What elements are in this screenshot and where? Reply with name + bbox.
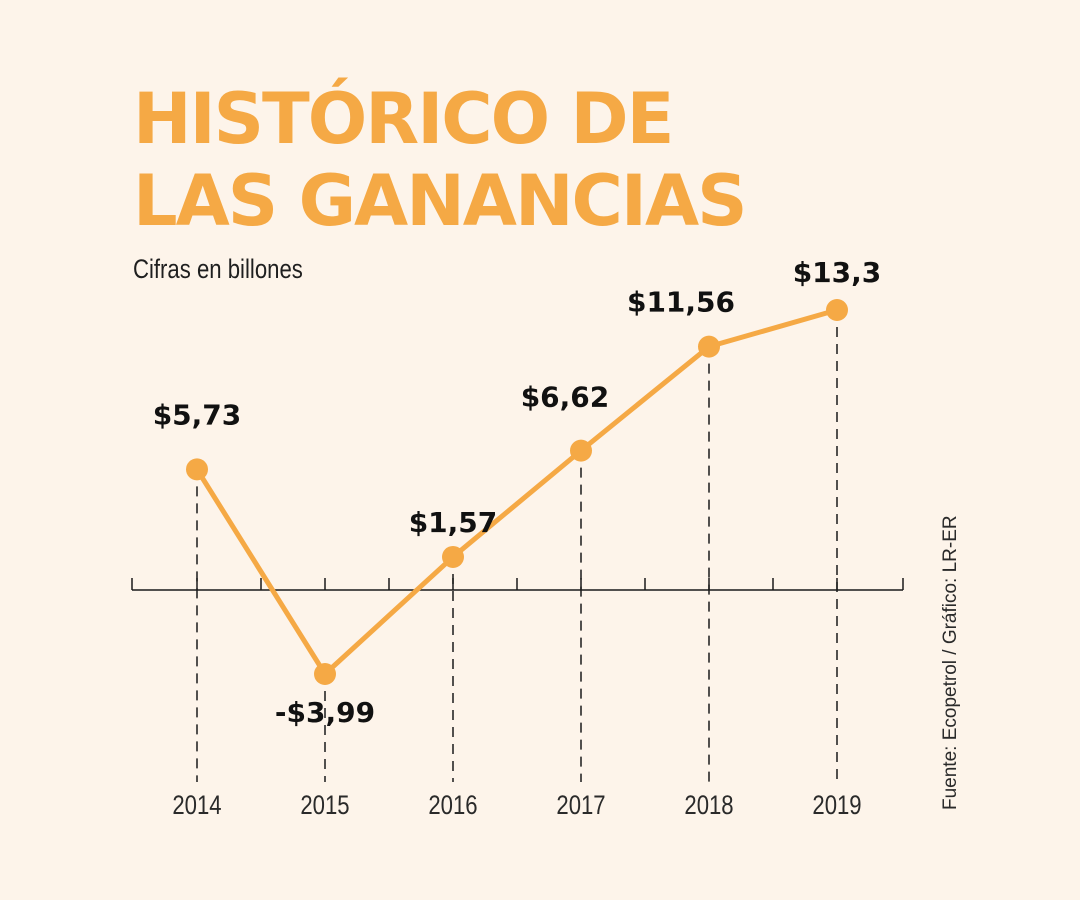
x-tick-label-2014: 2014 (172, 791, 221, 821)
title-line-1: HISTÓRICO DE (133, 78, 674, 160)
chart-title: HISTÓRICO DE LAS GANANCIAS (133, 78, 748, 242)
chart-subtitle: Cifras en billones (133, 254, 303, 284)
data-label-2017: $6,62 (521, 381, 610, 414)
data-point-2015 (314, 663, 336, 685)
data-label-2019: $13,3 (793, 256, 882, 289)
x-tick-label-2015: 2015 (300, 791, 349, 821)
x-tick-label-2019: 2019 (812, 791, 861, 821)
data-point-2017 (570, 439, 592, 462)
series-line (194, 307, 840, 677)
data-point-2019 (826, 299, 848, 321)
data-label-2018: $11,56 (627, 286, 735, 319)
source-credit: Fuente: Ecopetrol / Gráfico: LR-ER (940, 515, 961, 810)
data-point-2018 (698, 335, 720, 358)
title-line-2: LAS GANANCIAS (133, 160, 748, 242)
data-label-2015: -$3,99 (275, 696, 375, 729)
x-tick-label-2016: 2016 (428, 791, 477, 821)
x-tick-label-2018: 2018 (684, 791, 733, 821)
data-point-2016 (442, 545, 464, 568)
data-label-2016: $1,57 (409, 506, 498, 539)
data-label-2014: $5,73 (153, 398, 242, 431)
x-tick-label-2017: 2017 (556, 791, 605, 821)
data-point-2014 (186, 458, 208, 481)
